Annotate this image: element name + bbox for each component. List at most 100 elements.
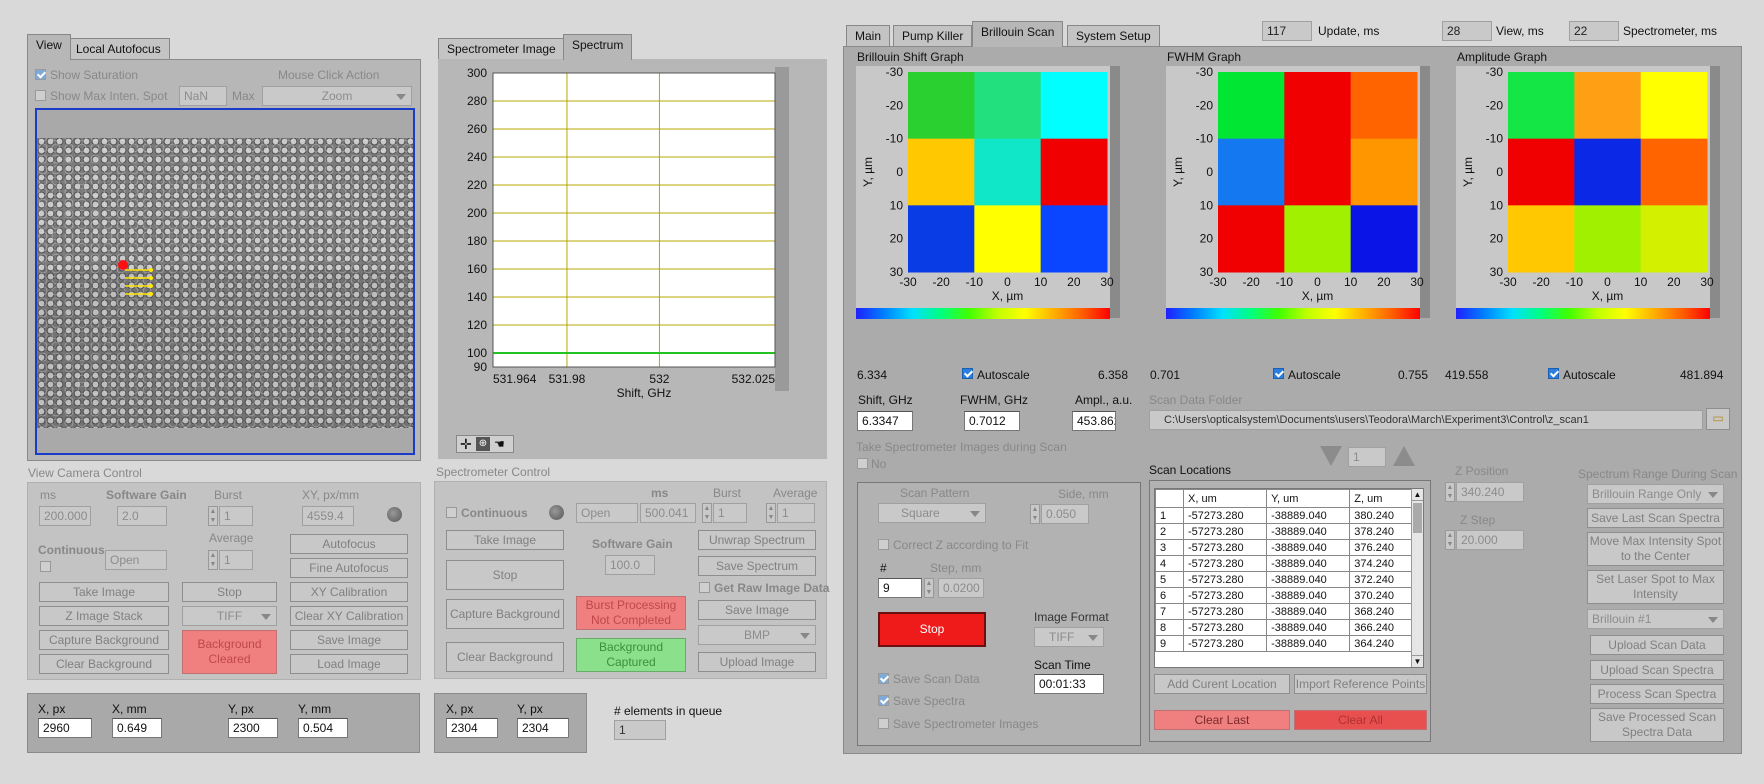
scroll-up-icon[interactable]: ▲ — [1412, 490, 1423, 501]
scroll-down-icon[interactable]: ▼ — [1412, 655, 1423, 666]
z-position-spinner[interactable]: ▲ ▼ — [1445, 482, 1455, 502]
scan-locations-table-wrap[interactable]: X, um Y, um Z, um 1 -57273.280 -38889.040 3… — [1154, 488, 1424, 668]
spec-capture-background-button[interactable]: Capture Background — [446, 599, 564, 629]
spec-burst-spinner[interactable]: ▲ ▼ — [702, 503, 712, 523]
save-scan-data-checkbox[interactable] — [878, 673, 889, 684]
spec-stop-button[interactable]: Stop — [446, 560, 564, 590]
cam-gain-field[interactable]: 2.0 — [117, 506, 167, 526]
table-row[interactable]: 8 -57273.280 -38889.040 366.240 — [1155, 619, 1413, 636]
browse-folder-icon[interactable]: ▭ — [1706, 408, 1730, 430]
fwhm-autoscale-checkbox[interactable] — [1273, 368, 1284, 379]
unwrap-spectrum-button[interactable]: Unwrap Spectrum — [698, 530, 816, 550]
image-format-select[interactable]: TIFF — [1034, 627, 1104, 647]
spec-continuous-checkbox[interactable] — [446, 507, 457, 518]
table-row[interactable]: 3 -57273.280 -38889.040 376.240 — [1155, 539, 1413, 556]
show-max-spot-checkbox[interactable] — [35, 90, 46, 101]
tab-local-autofocus[interactable]: Local Autofocus — [67, 38, 170, 60]
upload-scan-spectra-button[interactable]: Upload Scan Spectra — [1590, 660, 1724, 680]
spec-format-select[interactable]: BMP — [698, 625, 816, 645]
next-location-icon[interactable] — [1393, 446, 1415, 466]
spec-clear-background-button[interactable]: Clear Background — [446, 642, 564, 672]
cam-burst-spinner[interactable]: ▲ ▼ — [208, 506, 218, 526]
location-index-field[interactable]: 1 — [1348, 447, 1386, 467]
cam-stop-button[interactable]: Stop — [182, 582, 277, 602]
z-step-field[interactable]: 20.000 — [1456, 530, 1524, 550]
spec-gain-field[interactable]: 100.0 — [605, 555, 655, 575]
tab-main[interactable]: Main — [846, 25, 891, 47]
clear-last-button[interactable]: Clear Last — [1154, 710, 1290, 730]
cam-take-image-button[interactable]: Take Image — [39, 582, 169, 602]
spec-average-field[interactable]: 1 — [777, 503, 815, 523]
set-laser-spot-button[interactable]: Set Laser Spot to Max Intensity — [1587, 570, 1724, 604]
z-image-stack-button[interactable]: Z Image Stack — [39, 606, 169, 626]
spec-take-image-button[interactable]: Take Image — [446, 530, 564, 550]
scan-pattern-select[interactable]: Square — [878, 503, 986, 523]
table-row[interactable]: 1 -57273.280 -38889.040 380.240 — [1155, 507, 1413, 524]
get-raw-checkbox[interactable] — [699, 582, 710, 593]
brillouin-select[interactable]: Brillouin #1 — [1587, 609, 1724, 629]
table-row[interactable]: 5 -57273.280 -38889.040 372.240 — [1155, 571, 1413, 588]
scan-folder-path[interactable]: C:\Users\opticalsystem\Documents\users\T… — [1149, 410, 1703, 430]
move-max-intensity-button[interactable]: Move Max Intensity Spot to the Center — [1587, 532, 1724, 566]
zoom-icon[interactable]: ⊕ — [476, 437, 490, 451]
spec-average-spinner[interactable]: ▲ ▼ — [766, 503, 776, 523]
cam-average-spinner[interactable]: ▲ ▼ — [208, 550, 218, 570]
cam-average-field[interactable]: 1 — [219, 550, 253, 570]
cam-capture-background-button[interactable]: Capture Background — [39, 630, 169, 650]
cam-continuous-checkbox[interactable] — [40, 561, 51, 572]
upload-scan-data-button[interactable]: Upload Scan Data — [1590, 635, 1724, 655]
crosshair-icon[interactable]: ✛ — [460, 436, 472, 452]
tab-brillouin-scan[interactable]: Brillouin Scan — [972, 21, 1064, 47]
camera-view[interactable] — [35, 108, 415, 455]
count-spinner[interactable]: ▲ ▼ — [924, 578, 934, 598]
fine-autofocus-button[interactable]: Fine Autofocus — [290, 558, 408, 578]
table-row[interactable]: 4 -57273.280 -38889.040 374.240 — [1155, 555, 1413, 572]
save-last-scan-spectra-button[interactable]: Save Last Scan Spectra — [1587, 508, 1724, 528]
add-current-location-button[interactable]: Add Curent Location — [1154, 674, 1290, 694]
spec-burst-field[interactable]: 1 — [713, 503, 747, 523]
correct-z-checkbox[interactable] — [878, 539, 889, 550]
table-row[interactable]: 7 -57273.280 -38889.040 368.240 — [1155, 603, 1413, 620]
graph-tools-palette[interactable]: ✛ ⊕ ☚ — [456, 435, 514, 453]
tab-spectrum[interactable]: Spectrum — [563, 34, 633, 60]
shift-autoscale-checkbox[interactable] — [962, 368, 973, 379]
tab-pump-killer[interactable]: Pump Killer — [893, 25, 973, 47]
spec-ms-field[interactable]: 500.041 — [640, 503, 696, 523]
mouse-click-action-select[interactable]: Zoom — [262, 86, 412, 106]
cam-xy-field[interactable]: 4559.4 — [302, 506, 354, 526]
tab-view[interactable]: View — [27, 34, 71, 60]
upload-image-button[interactable]: Upload Image — [698, 652, 816, 672]
pan-hand-icon[interactable]: ☚ — [494, 437, 505, 451]
z-position-field[interactable]: 340.240 — [1456, 482, 1524, 502]
z-step-spinner[interactable]: ▲ ▼ — [1445, 530, 1455, 550]
show-saturation-checkbox[interactable] — [35, 69, 46, 80]
clear-all-button[interactable]: Clear All — [1294, 710, 1427, 730]
side-field[interactable]: 0.050 — [1041, 504, 1089, 524]
spec-save-image-button[interactable]: Save Image — [698, 600, 816, 620]
xy-calibration-button[interactable]: XY Calibration — [290, 582, 408, 602]
save-spectra-checkbox[interactable] — [878, 695, 889, 706]
cam-burst-field[interactable]: 1 — [219, 506, 253, 526]
table-row[interactable]: 6 -57273.280 -38889.040 370.240 — [1155, 587, 1413, 604]
tab-spectrometer-image[interactable]: Spectrometer Image — [438, 38, 565, 60]
scroll-thumb[interactable] — [1413, 503, 1422, 533]
side-spinner[interactable]: ▲ ▼ — [1030, 504, 1040, 524]
process-scan-spectra-button[interactable]: Process Scan Spectra — [1590, 684, 1724, 704]
cam-save-image-button[interactable]: Save Image — [290, 630, 408, 650]
table-row[interactable]: 2 -57273.280 -38889.040 378.240 — [1155, 523, 1413, 540]
table-row[interactable]: 9 -57273.280 -38889.040 364.240 — [1155, 635, 1413, 652]
load-image-button[interactable]: Load Image — [290, 654, 408, 674]
table-scrollbar[interactable]: ▲ ▼ — [1411, 489, 1423, 667]
spectrum-range-select[interactable]: Brillouin Range Only — [1587, 484, 1724, 504]
cam-format-select[interactable]: TIFF — [182, 606, 277, 626]
take-images-checkbox[interactable] — [857, 458, 868, 469]
ampl-autoscale-checkbox[interactable] — [1548, 368, 1559, 379]
import-reference-points-button[interactable]: Import Reference Points — [1294, 674, 1427, 694]
save-spectrum-button[interactable]: Save Spectrum — [698, 556, 816, 576]
save-processed-button[interactable]: Save Processed Scan Spectra Data — [1590, 708, 1724, 742]
save-spectrometer-images-checkbox[interactable] — [878, 718, 889, 729]
scan-stop-button[interactable]: Stop — [878, 612, 986, 647]
step-field[interactable]: 0.0200 — [938, 578, 984, 598]
count-field[interactable]: 9 — [878, 578, 922, 598]
